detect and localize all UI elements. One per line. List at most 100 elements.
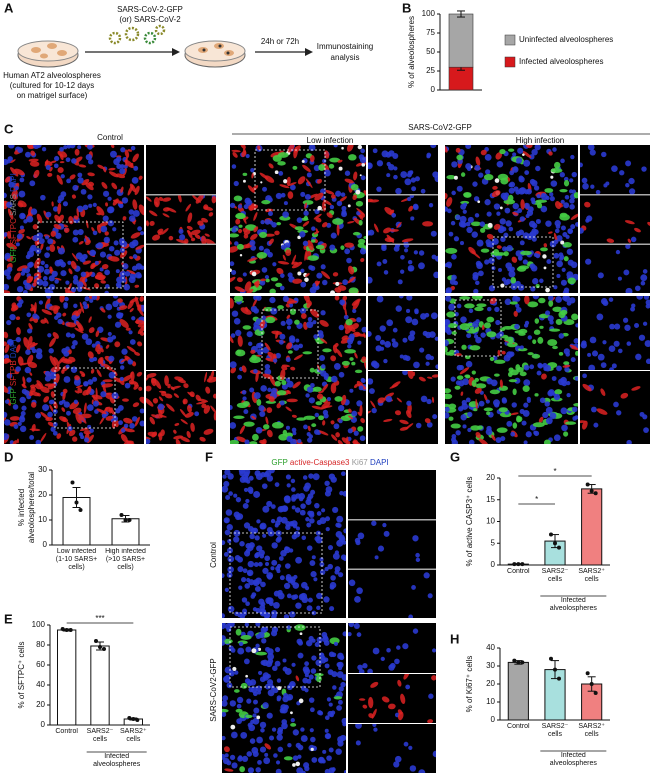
stain: GFP bbox=[9, 388, 18, 404]
nucleus bbox=[582, 182, 589, 190]
nucleus bbox=[326, 697, 332, 702]
nucleus bbox=[319, 517, 327, 524]
stain-red bbox=[68, 429, 76, 437]
nucleus bbox=[435, 364, 438, 369]
stain-red bbox=[321, 222, 328, 228]
nucleus bbox=[461, 403, 469, 410]
stain-red bbox=[489, 297, 497, 305]
nucleus bbox=[226, 682, 233, 689]
stain-red bbox=[496, 245, 502, 249]
nucleus bbox=[529, 154, 535, 160]
nucleus bbox=[131, 265, 138, 271]
nucleus bbox=[535, 218, 541, 224]
y-axis-label: % of SFTPC⁺ cells bbox=[17, 642, 26, 709]
nucleus bbox=[379, 325, 386, 332]
nucleus bbox=[523, 202, 530, 209]
stain-red bbox=[491, 434, 496, 441]
nucleus bbox=[19, 225, 24, 230]
nucleus bbox=[385, 152, 392, 158]
stain-red bbox=[104, 406, 111, 413]
nucleus bbox=[224, 623, 232, 630]
nucleus bbox=[4, 419, 11, 426]
nucleus bbox=[319, 561, 325, 567]
stain-green bbox=[309, 367, 315, 373]
stain-white bbox=[494, 178, 500, 183]
nucleus bbox=[407, 259, 413, 265]
nucleus bbox=[222, 700, 228, 707]
nucleus bbox=[230, 422, 237, 429]
nucleus bbox=[279, 575, 285, 581]
stain-red bbox=[445, 192, 448, 200]
stain-green bbox=[358, 219, 363, 226]
stain-green bbox=[249, 441, 258, 444]
stain-white bbox=[298, 698, 304, 704]
stain-white bbox=[243, 179, 246, 183]
nucleus bbox=[264, 219, 271, 225]
stain-red bbox=[230, 240, 232, 245]
nucleus bbox=[297, 652, 304, 659]
stain-green bbox=[239, 766, 245, 773]
stain-red bbox=[302, 164, 311, 173]
stain-red bbox=[16, 344, 21, 353]
nucleus bbox=[545, 406, 553, 414]
nucleus bbox=[45, 246, 51, 251]
stain-red bbox=[231, 149, 241, 153]
stain-red bbox=[268, 396, 275, 403]
nucleus bbox=[231, 227, 237, 233]
nucleus bbox=[529, 263, 536, 270]
stain-white bbox=[260, 181, 263, 184]
nucleus bbox=[306, 522, 312, 528]
nucleus bbox=[286, 380, 294, 388]
stain-red bbox=[481, 324, 485, 330]
stain-red bbox=[286, 398, 298, 403]
nucleus bbox=[91, 250, 97, 256]
stain-green bbox=[522, 385, 530, 393]
stain-green bbox=[240, 682, 248, 689]
stain-green bbox=[494, 373, 500, 377]
nucleus bbox=[119, 376, 124, 382]
stain-red bbox=[166, 207, 177, 213]
nucleus bbox=[67, 260, 72, 265]
group-label: Infected alveolospheres bbox=[93, 753, 141, 768]
nucleus bbox=[517, 255, 523, 261]
stain-red bbox=[268, 163, 274, 169]
nucleus bbox=[280, 549, 287, 557]
stain: SARS bbox=[9, 194, 18, 216]
nucleus bbox=[321, 508, 326, 513]
nucleus bbox=[554, 228, 560, 234]
nucleus bbox=[581, 340, 587, 346]
nucleus bbox=[18, 299, 24, 305]
nucleus bbox=[282, 296, 289, 302]
zoom-box bbox=[229, 532, 323, 614]
nucleus bbox=[405, 316, 413, 324]
stain-red bbox=[68, 216, 74, 225]
nucleus bbox=[296, 767, 304, 773]
nucleus bbox=[21, 268, 27, 273]
nucleus bbox=[462, 424, 467, 429]
nucleus bbox=[246, 751, 253, 757]
nucleus bbox=[246, 680, 253, 687]
nucleus bbox=[77, 177, 84, 184]
data-point bbox=[593, 491, 598, 496]
nucleus bbox=[383, 270, 389, 275]
nucleus bbox=[179, 234, 186, 241]
data-point bbox=[64, 628, 69, 632]
nucleus bbox=[242, 502, 249, 509]
stain-red bbox=[354, 352, 358, 359]
stain-red bbox=[316, 393, 324, 400]
nucleus bbox=[269, 296, 276, 304]
nucleus bbox=[413, 250, 418, 255]
nucleus bbox=[348, 579, 356, 587]
image-bg bbox=[146, 244, 216, 293]
nucleus bbox=[259, 746, 267, 753]
nucleus bbox=[285, 474, 291, 480]
nucleus bbox=[19, 425, 27, 433]
nucleus bbox=[560, 407, 568, 415]
stain-red bbox=[50, 366, 61, 373]
nucleus bbox=[297, 640, 304, 646]
image-bg bbox=[348, 569, 436, 618]
nucleus bbox=[445, 319, 450, 325]
nucleus bbox=[377, 545, 385, 552]
nucleus bbox=[360, 148, 366, 154]
nucleus bbox=[313, 164, 320, 172]
